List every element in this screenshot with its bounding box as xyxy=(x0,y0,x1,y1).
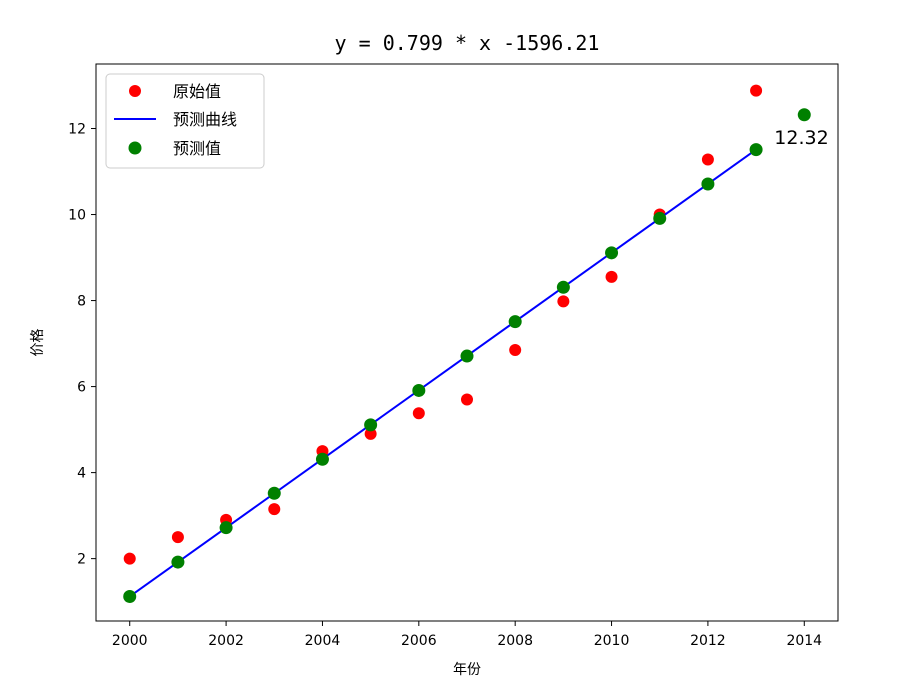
y-tick-label: 6 xyxy=(77,380,86,396)
legend-label-prediction-line: 预测曲线 xyxy=(173,110,237,129)
predicted-point xyxy=(219,521,233,535)
y-tick-label: 4 xyxy=(77,466,86,482)
legend-label-predicted: 预测值 xyxy=(173,139,221,158)
prediction-line xyxy=(129,148,757,598)
x-tick-label: 2012 xyxy=(690,633,726,649)
predicted-point xyxy=(508,315,522,329)
annotation-label: 12.32 xyxy=(774,127,828,149)
predicted-point xyxy=(123,589,137,603)
y-tick-label: 2 xyxy=(77,552,86,568)
y-tick-label: 8 xyxy=(77,294,86,310)
predicted-point xyxy=(315,452,329,466)
legend: 原始值 预测曲线 预测值 xyxy=(105,73,265,169)
legend-marker-predicted xyxy=(128,141,142,155)
original-point xyxy=(605,270,618,283)
predicted-point xyxy=(749,143,763,157)
x-tick-label: 2010 xyxy=(594,633,630,649)
legend-label-original: 原始值 xyxy=(173,82,221,101)
original-point xyxy=(412,407,425,420)
x-tick-label: 2008 xyxy=(497,633,533,649)
x-tick-label: 2000 xyxy=(112,633,148,649)
original-point xyxy=(461,393,473,406)
axis-ticks: 2000 2002 2004 2006 2008 2010 2012 2014 2 4 6 8 10 12 xyxy=(68,122,822,649)
predicted-point xyxy=(267,486,281,500)
original-point xyxy=(509,344,522,357)
legend-box xyxy=(105,73,265,169)
predicted-point xyxy=(797,108,811,122)
predicted-point xyxy=(412,383,426,397)
y-axis-title: 价格 xyxy=(30,329,46,357)
original-point xyxy=(750,84,763,97)
predicted-point xyxy=(653,211,667,225)
y-tick-label: 12 xyxy=(68,122,86,138)
predicted-point xyxy=(364,418,378,432)
predicted-point xyxy=(605,246,619,260)
x-tick-label: 2002 xyxy=(208,633,244,649)
y-tick-label: 10 xyxy=(68,208,86,224)
original-point xyxy=(268,503,281,516)
predicted-point xyxy=(556,280,570,294)
plot-area xyxy=(123,84,811,603)
x-axis-title: 年份 xyxy=(453,662,481,678)
original-point xyxy=(364,427,377,440)
x-tick-label: 2014 xyxy=(786,633,822,649)
axes-frame xyxy=(95,63,839,622)
predicted-point xyxy=(460,349,474,363)
predicted-point xyxy=(171,555,185,569)
original-point xyxy=(701,153,714,166)
original-point xyxy=(557,295,570,308)
original-point xyxy=(171,531,184,544)
x-tick-label: 2006 xyxy=(401,633,437,649)
legend-marker-original xyxy=(129,85,141,97)
chart-title: y = 0.799 * x -1596.21 xyxy=(335,31,600,55)
predicted-point xyxy=(701,177,715,191)
x-tick-label: 2004 xyxy=(305,633,341,649)
original-point xyxy=(123,552,136,565)
